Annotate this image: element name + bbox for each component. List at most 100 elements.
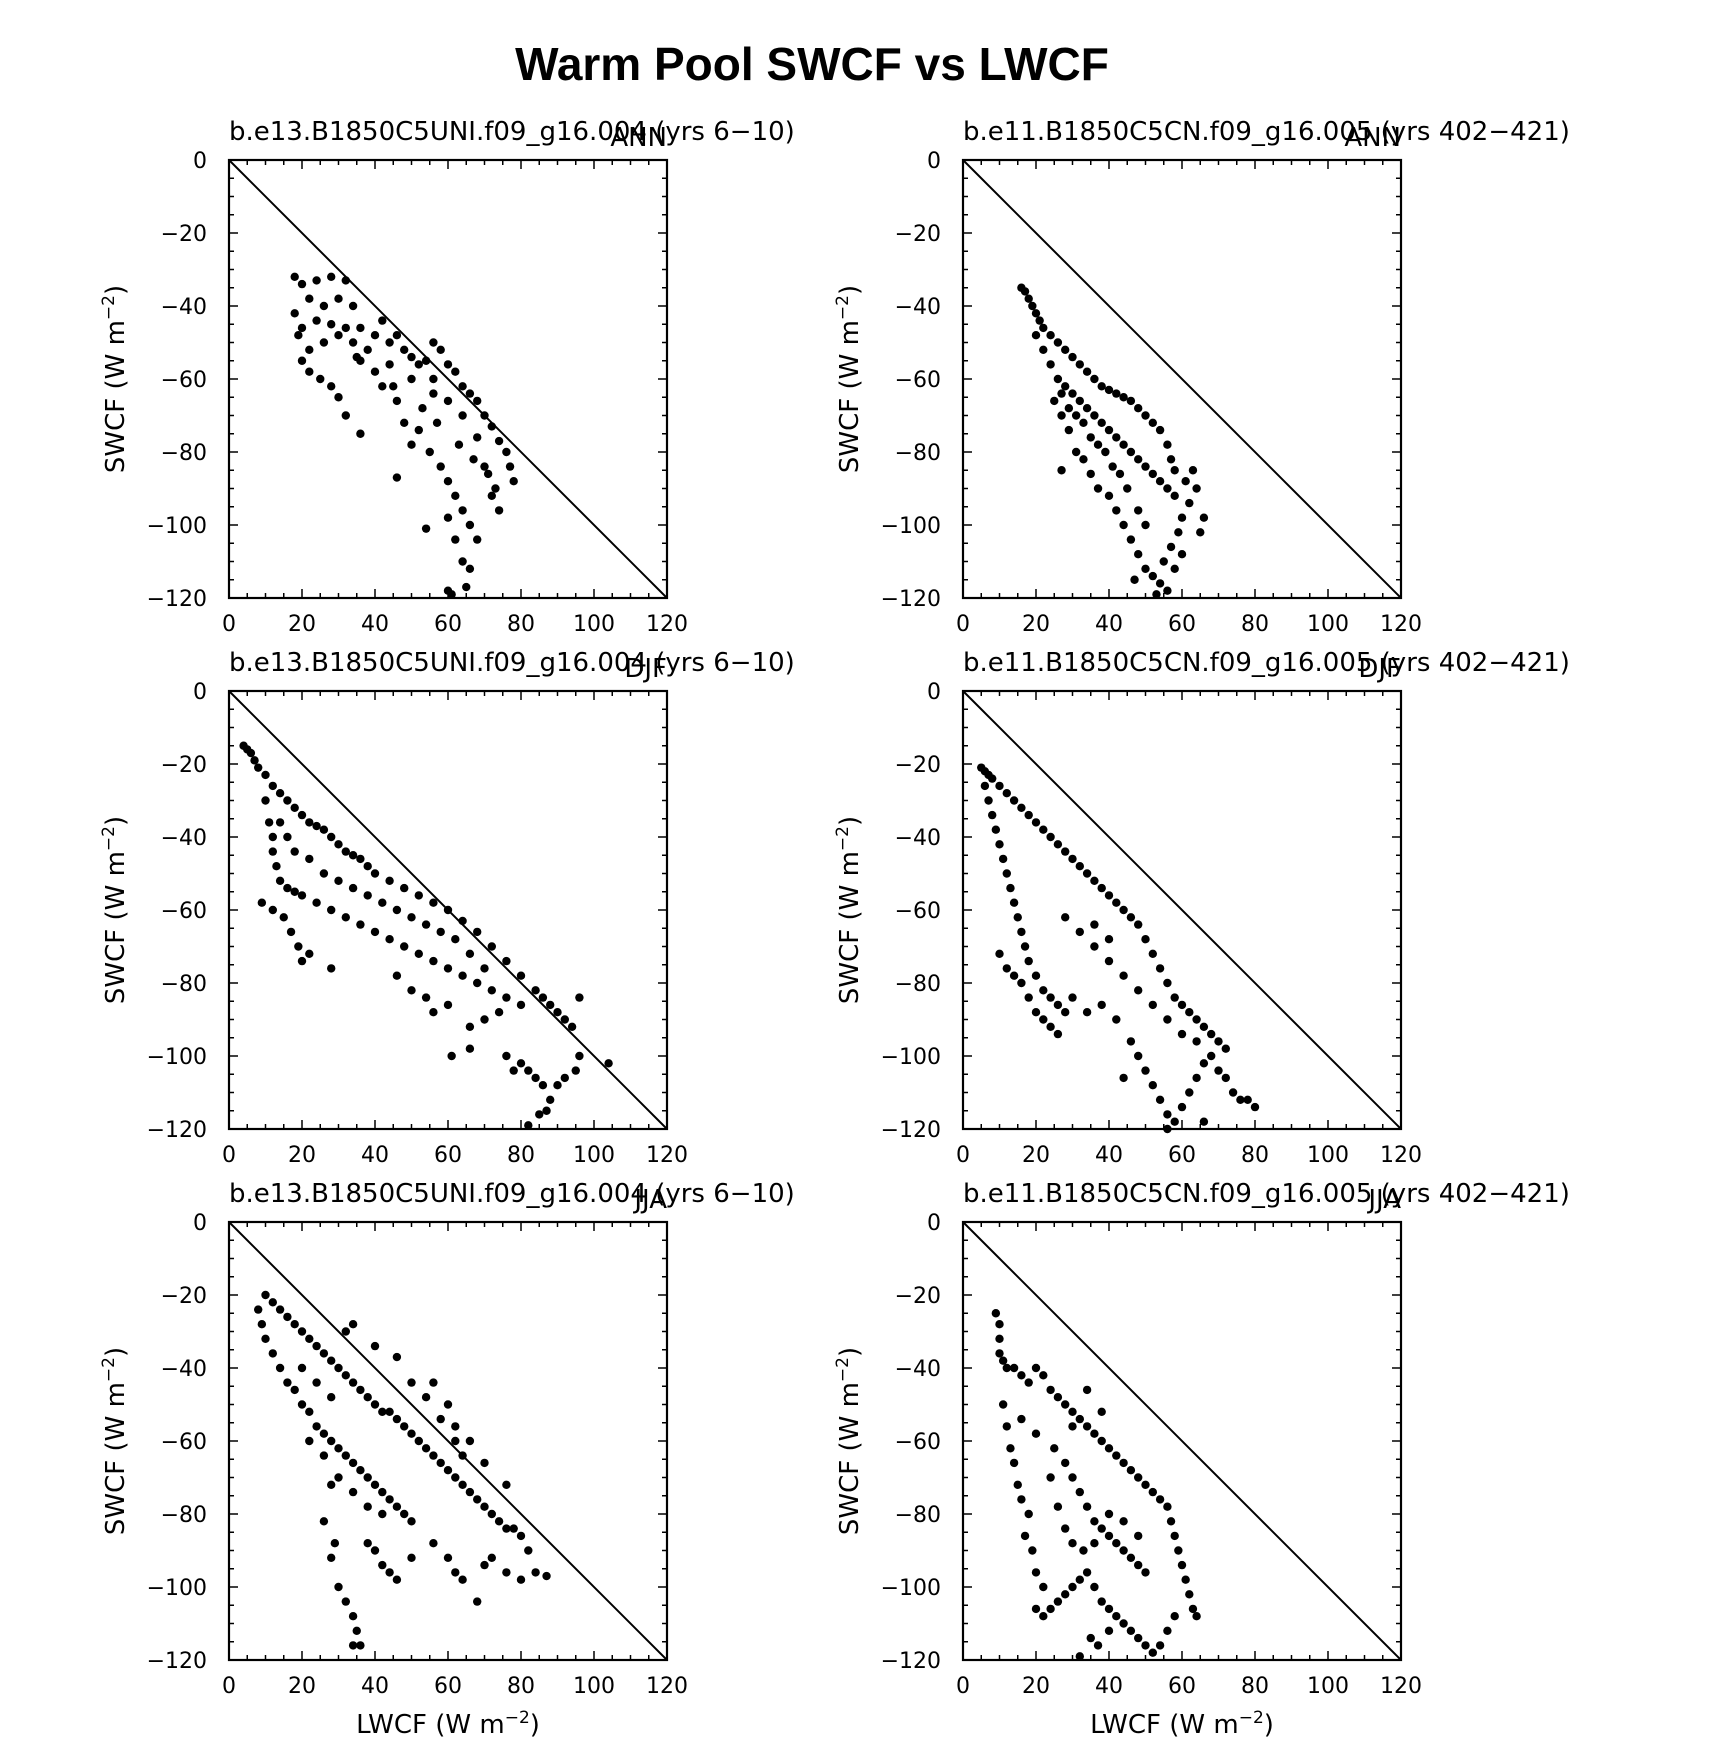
data-point <box>1163 1502 1172 1511</box>
data-point <box>451 1473 460 1482</box>
data-point <box>432 418 442 427</box>
data-point <box>1112 1451 1121 1460</box>
data-point <box>1090 1539 1099 1548</box>
data-point <box>254 763 263 772</box>
data-point <box>443 1553 453 1563</box>
x-axis-label: LWCF (W m−2) <box>356 1708 540 1740</box>
x-tick-label: 120 <box>646 1674 688 1699</box>
x-tick-label: 100 <box>1307 612 1349 637</box>
data-point <box>348 1320 358 1329</box>
data-point <box>480 1015 489 1024</box>
data-point <box>392 1502 402 1511</box>
data-point <box>348 883 358 893</box>
data-point <box>502 1568 511 1577</box>
y-tick-label: 0 <box>927 680 941 705</box>
data-point <box>1046 331 1055 340</box>
data-point <box>458 1451 467 1460</box>
data-point <box>1024 294 1033 303</box>
data-points <box>239 741 613 1130</box>
scatter-panel-2: 0 20 40 60 80 100 120 0 −20 −40 −60 −80 −100 −120 b.e1… <box>833 117 1570 637</box>
data-point <box>1170 1612 1179 1621</box>
data-point <box>1061 847 1070 856</box>
data-point <box>1002 1363 1011 1373</box>
data-point <box>1039 1612 1048 1621</box>
data-point <box>246 748 256 758</box>
data-point <box>553 1008 562 1017</box>
x-tick-label: 100 <box>573 612 615 637</box>
data-point <box>1115 469 1125 479</box>
data-point <box>1155 964 1165 973</box>
data-point <box>473 535 482 544</box>
data-point <box>370 1400 380 1409</box>
data-point <box>363 1502 372 1511</box>
panel-season-label: ANN <box>610 123 667 153</box>
data-point <box>473 927 482 937</box>
data-point <box>1057 466 1066 475</box>
data-point <box>1141 520 1150 530</box>
data-point <box>465 389 475 398</box>
data-point <box>268 847 277 856</box>
data-point <box>1163 586 1172 595</box>
data-point <box>294 331 303 340</box>
data-point <box>509 477 518 486</box>
data-point <box>1024 993 1033 1002</box>
data-point <box>1148 571 1158 581</box>
data-point <box>1097 382 1106 391</box>
data-point <box>1141 564 1150 573</box>
y-tick-label: −100 <box>881 514 941 539</box>
data-point <box>494 1008 504 1017</box>
data-point <box>378 1487 387 1497</box>
data-point <box>327 905 336 915</box>
data-point <box>451 1436 460 1446</box>
data-point <box>348 301 358 311</box>
x-tick-label: 20 <box>288 1674 316 1699</box>
data-point <box>502 1480 511 1490</box>
data-point <box>279 913 288 922</box>
x-tick-label: 60 <box>1168 1143 1196 1168</box>
data-point <box>1097 1000 1106 1010</box>
data-point <box>334 294 343 303</box>
data-point <box>275 876 285 885</box>
data-point <box>290 1385 299 1395</box>
data-point <box>392 1575 402 1584</box>
data-point <box>451 367 460 376</box>
data-point <box>575 993 584 1002</box>
data-point <box>400 1509 409 1519</box>
data-point <box>334 840 343 849</box>
data-point <box>443 396 453 406</box>
data-point <box>1031 1363 1041 1373</box>
data-point <box>429 956 438 966</box>
data-point <box>1134 1633 1143 1643</box>
data-point <box>1123 484 1132 493</box>
data-point <box>1082 1502 1092 1511</box>
data-point <box>1126 447 1136 457</box>
data-point <box>991 1309 1001 1318</box>
data-point <box>356 1641 365 1650</box>
data-point <box>283 883 292 893</box>
y-tick-label: 0 <box>927 149 941 174</box>
data-point <box>1134 550 1143 559</box>
data-point <box>502 993 511 1002</box>
data-point <box>560 1015 569 1024</box>
data-point <box>1082 1008 1092 1017</box>
data-point <box>312 821 321 831</box>
data-point <box>1104 1604 1114 1614</box>
x-tick-label: 20 <box>288 612 316 637</box>
data-point <box>341 1371 350 1380</box>
data-point <box>370 367 380 376</box>
data-point <box>1221 1073 1231 1083</box>
data-point <box>334 876 343 885</box>
data-point <box>363 345 372 354</box>
data-point <box>254 1305 263 1314</box>
data-point <box>995 1349 1004 1358</box>
data-point <box>1064 425 1074 435</box>
x-tick-label: 20 <box>1022 1674 1050 1699</box>
data-point <box>407 1553 416 1563</box>
x-tick-label: 120 <box>1380 1674 1422 1699</box>
data-point <box>1155 477 1165 486</box>
panel-season-label: ANN <box>1344 123 1401 153</box>
data-point <box>1141 1641 1150 1650</box>
data-point <box>414 1436 423 1446</box>
y-tick-label: 0 <box>193 149 207 174</box>
data-point <box>1119 1073 1128 1083</box>
